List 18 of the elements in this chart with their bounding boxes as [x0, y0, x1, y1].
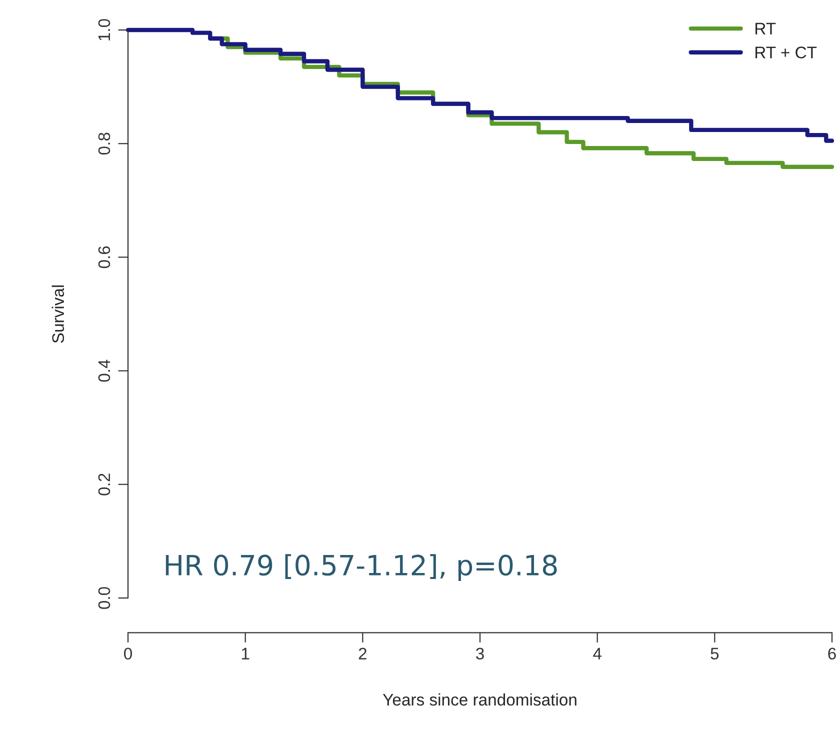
legend-label: RT + CT — [756, 46, 817, 58]
y-tick-label: 0.8 — [98, 132, 110, 155]
x-axis-title: Years since randomisation — [382, 693, 576, 706]
y-tick-label: 0.2 — [98, 474, 110, 496]
x-tick-label: 0 — [124, 648, 132, 660]
x-tick-label: 3 — [476, 648, 484, 660]
legend-label: RT — [756, 22, 776, 34]
y-tick-label: 0.6 — [98, 246, 110, 268]
y-tick-label: 0.4 — [98, 360, 110, 382]
x-tick-label: 2 — [358, 648, 366, 660]
y-axis-title: Survival — [52, 285, 64, 343]
x-tick-label: 6 — [828, 648, 836, 660]
y-tick-label: 1.0 — [98, 19, 110, 40]
x-tick-label: 4 — [593, 648, 602, 660]
x-tick-label: 5 — [710, 648, 719, 660]
y-tick-label: 0.0 — [98, 587, 110, 609]
x-tick-label: 1 — [242, 648, 250, 660]
annotation: HR 0.79 [0.57-1.12], p=0.18 — [166, 554, 557, 582]
